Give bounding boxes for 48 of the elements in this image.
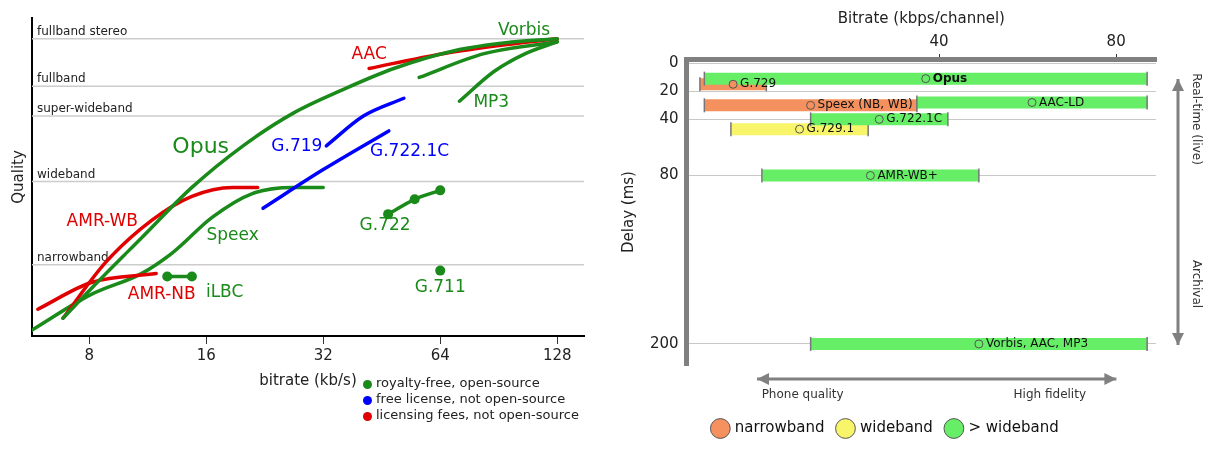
text: free license, not open-source — [376, 391, 566, 407]
ref-line-label: wideband — [37, 166, 96, 181]
annotation: G.729.1 — [806, 121, 855, 136]
annotation: AMR-WB+ — [877, 167, 938, 182]
series-label: AAC — [351, 43, 387, 64]
annotation: Opus — [932, 70, 968, 85]
ref-line-label: super-wideband — [37, 101, 133, 116]
y-axis-title: Quality — [8, 150, 27, 204]
x-axis-title: Bitrate (kbps/channel) — [837, 8, 1005, 27]
series-label: iLBC — [205, 281, 244, 302]
ref-line-label: fullband stereo — [37, 23, 128, 38]
x-tick-label: 32 — [313, 345, 333, 364]
y-tick-label: 200 — [649, 333, 679, 352]
y-tick-label: 0 — [669, 53, 679, 72]
series-label: G.719 — [271, 135, 323, 156]
y-axis-title: Delay (ms) — [618, 171, 637, 253]
legend-label: wideband — [859, 418, 933, 437]
text: High fidelity — [1013, 387, 1086, 402]
y-tick-label: 40 — [659, 109, 679, 128]
annotation: Vorbis, AAC, MP3 — [985, 336, 1089, 351]
series-label: G.722 — [359, 214, 411, 235]
y-tick-label: 20 — [659, 81, 679, 100]
series-label: G.722.1C — [370, 139, 450, 160]
x-tick-label: 8 — [84, 345, 94, 364]
text: Archival — [1189, 259, 1204, 309]
annotation: G.722.1C — [886, 111, 943, 126]
legend-label: narrowband — [734, 418, 825, 437]
annotation: Speex (NB, WB) — [817, 97, 913, 112]
x-tick-label: 64 — [430, 345, 450, 364]
series-label: Opus — [172, 132, 230, 158]
series-label: Speex — [206, 224, 259, 245]
annotation: AAC-LD — [1039, 94, 1085, 109]
series-label: AMR-WB — [66, 209, 138, 230]
series-label: Vorbis — [498, 18, 551, 39]
y-tick-label: 80 — [659, 165, 679, 184]
legend-label: > wideband — [968, 418, 1059, 437]
x-tick-label: 128 — [542, 345, 572, 364]
series-label: AMR-NB — [127, 282, 196, 303]
text: Phone quality — [761, 387, 844, 402]
text: licensing fees, not open-source — [376, 407, 579, 423]
series-label: MP3 — [473, 90, 510, 111]
series-label: G.711 — [414, 275, 466, 296]
x-axis-title: bitrate (kb/s) — [259, 370, 357, 389]
text: Real-time (live) — [1189, 73, 1204, 165]
text: royalty-free, open-source — [376, 375, 540, 391]
ref-line-label: narrowband — [37, 249, 109, 264]
x-tick-label: 16 — [196, 345, 216, 364]
ref-line-label: fullband — [37, 71, 86, 86]
